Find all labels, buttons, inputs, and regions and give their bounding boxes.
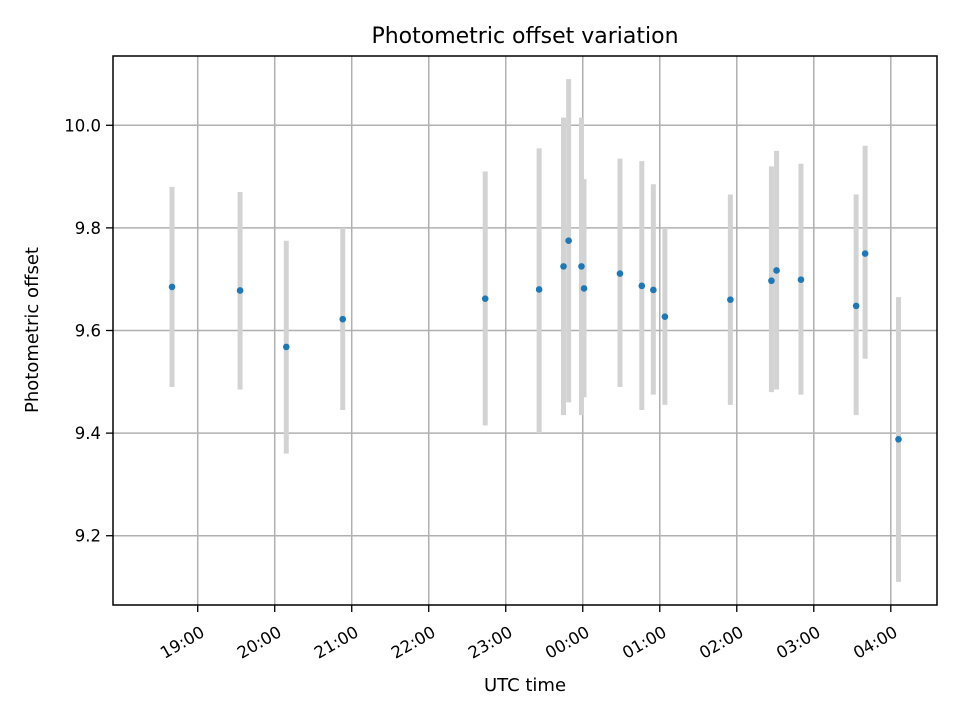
y-tick-label: 9.6 <box>75 322 101 341</box>
data-point <box>282 343 290 351</box>
data-point <box>852 302 860 310</box>
data-point <box>339 315 347 323</box>
data-point <box>236 287 244 294</box>
y-tick-label: 9.2 <box>75 527 101 546</box>
data-point <box>481 295 489 302</box>
data-point <box>895 435 902 443</box>
y-axis-ticks: 9.2 9.4 9.6 9.8 10.0 <box>64 116 113 546</box>
data-point <box>535 286 543 293</box>
data-point <box>650 286 657 294</box>
data-point <box>560 263 567 270</box>
data-point <box>727 296 734 304</box>
data-points <box>168 237 902 443</box>
y-tick-label: 10.0 <box>64 116 101 135</box>
chart-title: Photometric offset variation <box>371 24 678 49</box>
y-tick-label: 9.8 <box>75 219 101 238</box>
data-point <box>661 313 669 320</box>
data-point <box>578 263 585 270</box>
data-point <box>768 277 775 285</box>
data-point <box>565 237 572 245</box>
data-point <box>797 276 805 284</box>
data-point <box>773 267 780 274</box>
data-point <box>580 285 588 292</box>
data-point <box>638 282 646 290</box>
y-axis-label: Photometric offset <box>22 247 43 413</box>
data-point <box>616 270 624 277</box>
x-axis-label: UTC time <box>484 675 566 696</box>
data-point <box>861 250 869 257</box>
data-point <box>168 283 176 291</box>
y-tick-label: 9.4 <box>75 424 101 443</box>
